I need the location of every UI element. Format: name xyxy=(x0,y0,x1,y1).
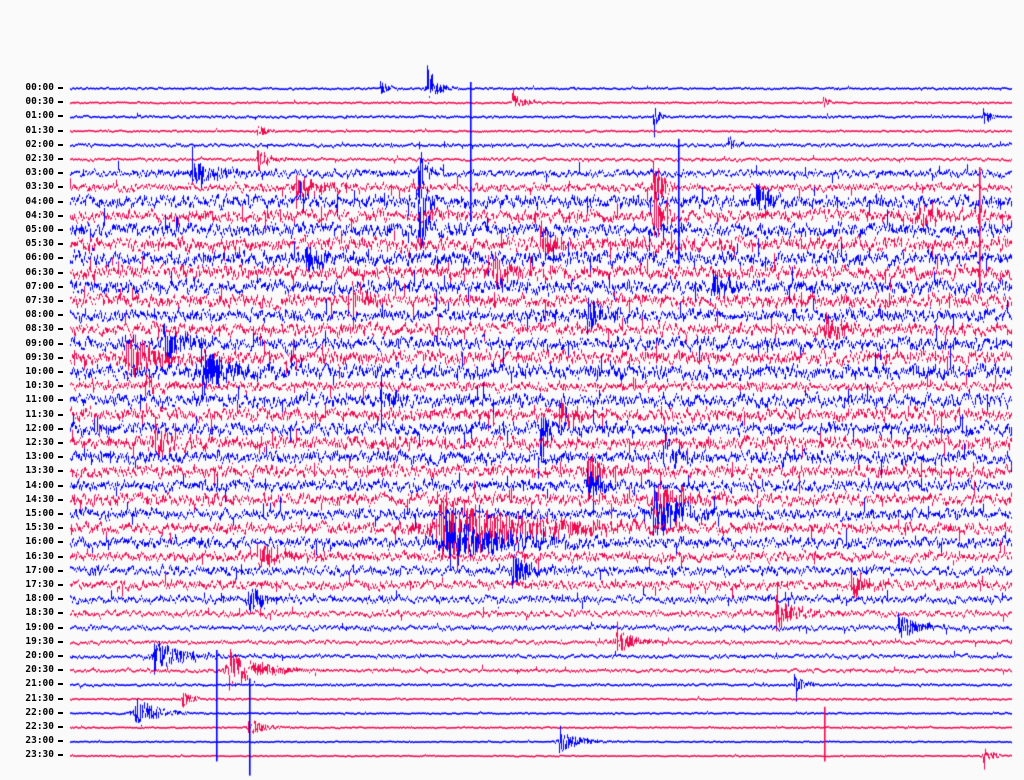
time-label: 22:30 xyxy=(25,721,54,732)
time-tick xyxy=(58,612,63,615)
time-label: 22:00 xyxy=(25,706,54,718)
time-label: 09:30 xyxy=(25,351,54,363)
time-tick xyxy=(58,214,63,217)
time-label: 07:00 xyxy=(25,280,54,292)
time-tick xyxy=(58,399,63,402)
time-label: 16:30 xyxy=(25,550,54,562)
time-tick xyxy=(58,371,63,373)
time-tick xyxy=(58,655,63,657)
time-tick xyxy=(58,555,63,558)
time-label: 13:00 xyxy=(25,451,54,463)
time-tick xyxy=(58,186,63,189)
time-tick xyxy=(58,513,63,515)
time-tick xyxy=(58,740,63,743)
time-label: 00:00 xyxy=(25,82,54,93)
time-label: 04:00 xyxy=(25,195,54,207)
time-label: 05:00 xyxy=(25,224,54,235)
time-tick xyxy=(58,683,63,686)
time-label: 23:00 xyxy=(25,735,54,747)
time-label: 15:00 xyxy=(25,508,54,519)
time-label: 10:00 xyxy=(25,366,54,377)
time-label: 18:00 xyxy=(25,593,54,605)
time-tick xyxy=(58,314,63,317)
time-tick xyxy=(58,413,63,416)
time-label: 06:30 xyxy=(25,266,54,278)
time-label: 13:30 xyxy=(25,465,54,477)
time-tick xyxy=(58,569,63,572)
time-tick xyxy=(58,285,63,288)
time-tick xyxy=(58,726,63,728)
time-label: 20:00 xyxy=(25,650,54,661)
time-label: 19:00 xyxy=(25,621,54,633)
time-tick xyxy=(58,584,63,586)
time-tick xyxy=(58,101,63,104)
time-label: 04:30 xyxy=(25,209,54,221)
time-label: 02:00 xyxy=(25,138,54,150)
time-label: 18:30 xyxy=(25,607,54,619)
time-label: 19:30 xyxy=(25,635,54,647)
time-tick xyxy=(58,229,63,231)
time-label: 07:30 xyxy=(25,295,54,306)
time-tick xyxy=(58,626,63,629)
time-label: 03:00 xyxy=(25,167,54,179)
time-tick xyxy=(58,427,63,430)
time-label: 11:00 xyxy=(25,394,54,406)
time-label: 05:30 xyxy=(25,238,54,250)
time-tick xyxy=(58,598,63,601)
time-label: 15:30 xyxy=(25,522,54,534)
time-label: 17:00 xyxy=(25,564,54,576)
time-tick xyxy=(58,257,63,260)
time-label: 11:30 xyxy=(25,408,54,420)
time-tick xyxy=(58,527,63,530)
time-tick xyxy=(58,442,63,444)
time-tick xyxy=(58,158,63,160)
time-tick xyxy=(58,87,63,89)
time-tick xyxy=(58,342,63,345)
time-tick xyxy=(58,143,63,146)
time-label: 12:30 xyxy=(25,437,54,448)
time-tick xyxy=(58,385,63,388)
time-label: 21:00 xyxy=(25,678,54,690)
time-label: 17:30 xyxy=(25,579,54,590)
time-label: 14:00 xyxy=(25,479,54,491)
time-tick xyxy=(58,356,63,359)
time-tick xyxy=(58,271,63,274)
time-tick xyxy=(58,697,63,700)
time-tick xyxy=(58,115,63,118)
time-tick xyxy=(58,711,63,714)
time-tick xyxy=(58,300,63,302)
time-label: 14:30 xyxy=(25,493,54,505)
time-tick xyxy=(58,456,63,459)
time-tick xyxy=(58,498,63,501)
time-label: 00:30 xyxy=(25,96,54,108)
time-tick xyxy=(58,669,63,672)
time-tick xyxy=(58,129,63,132)
time-tick xyxy=(58,200,63,203)
time-axis: 00:00 00:30 01:00 01:30 02:00 02:30 03:00 03:30… xyxy=(0,0,64,780)
time-label: 12:00 xyxy=(25,422,54,434)
time-label: 01:30 xyxy=(25,124,54,136)
time-label: 06:00 xyxy=(25,252,54,264)
time-label: 21:30 xyxy=(25,692,54,704)
time-tick xyxy=(58,541,63,544)
time-tick xyxy=(58,640,63,643)
time-tick xyxy=(58,328,63,331)
time-tick xyxy=(58,484,63,487)
time-label: 16:00 xyxy=(25,536,54,548)
time-label: 23:30 xyxy=(25,749,54,761)
time-tick xyxy=(58,754,63,757)
time-label: 20:30 xyxy=(25,664,54,676)
time-label: 03:30 xyxy=(25,181,54,193)
time-label: 02:30 xyxy=(25,153,54,164)
time-label: 01:00 xyxy=(25,110,54,122)
time-tick xyxy=(58,470,63,473)
time-tick xyxy=(58,172,63,175)
time-label: 08:00 xyxy=(25,309,54,321)
time-tick xyxy=(58,243,63,246)
time-label: 08:30 xyxy=(25,323,54,335)
time-label: 10:30 xyxy=(25,380,54,392)
time-label: 09:00 xyxy=(25,337,54,349)
